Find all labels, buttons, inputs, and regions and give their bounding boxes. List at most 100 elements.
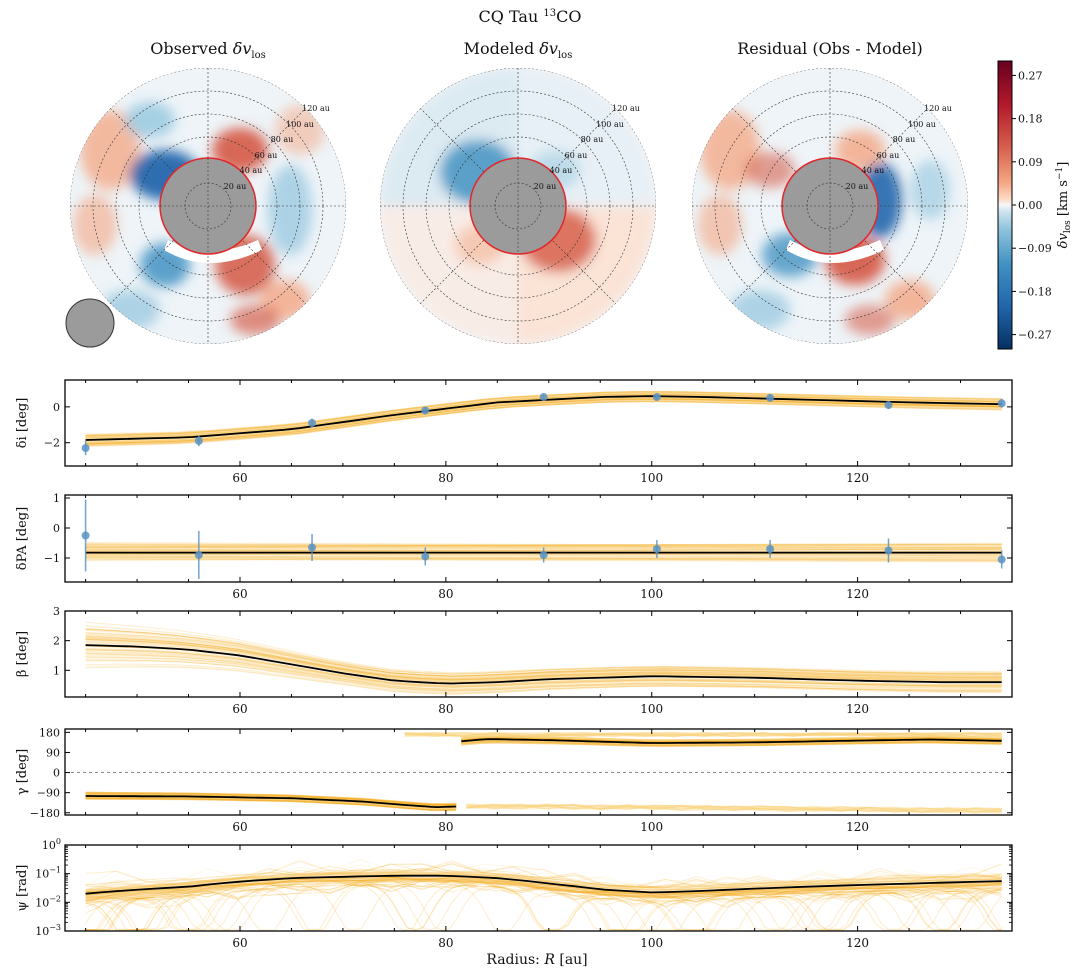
y-axis: 100 10−1 10−2 10−3 — [35, 837, 1012, 938]
posterior-sample-line — [85, 400, 1002, 447]
model-line — [85, 874, 1002, 895]
x-tick-label: 60 — [232, 702, 247, 716]
y-tick-label: 10−2 — [35, 894, 61, 909]
posterior-sample-line — [146, 887, 271, 931]
posterior-sample-line — [85, 866, 1002, 891]
posterior-sample-line — [404, 731, 1002, 738]
posterior-sample-line — [85, 791, 457, 806]
posterior-sample-line — [85, 637, 1002, 679]
posterior-sample-line — [85, 880, 1002, 908]
posterior-sample-line — [85, 877, 1002, 900]
posterior-sample-line — [85, 398, 1002, 444]
posterior-sample-line — [461, 736, 1002, 742]
posterior-sample-line — [85, 877, 1002, 903]
posterior-sample-line — [85, 656, 1002, 691]
posterior-sample-line — [461, 735, 1002, 742]
posterior-sample-line — [85, 637, 1002, 681]
posterior-sample-line — [85, 651, 1002, 688]
posterior-sample-line — [85, 639, 1002, 681]
posterior-sample-line — [85, 642, 1002, 682]
posterior-sample-line — [85, 793, 457, 805]
posterior-sample-line — [353, 884, 477, 931]
posterior-sample-line — [491, 885, 615, 931]
posterior-sample-line — [404, 732, 1002, 738]
x-tick-label: 100 — [640, 471, 663, 485]
posterior-sample-line — [85, 397, 1002, 443]
posterior-sample-line — [85, 397, 1002, 443]
posterior-sample-line — [829, 890, 953, 931]
posterior-sample-line — [461, 740, 1002, 746]
posterior-sample-line — [628, 896, 753, 931]
map-observed: 20 au 40 au 60 au 80 au 100 au 120 au — [65, 68, 346, 348]
x-tick-label: 60 — [232, 587, 247, 601]
posterior-sample-line — [661, 895, 786, 931]
posterior-sample-line — [466, 803, 1002, 814]
posterior-sample-line — [466, 804, 1002, 813]
posterior-sample-line — [85, 794, 457, 807]
posterior-sample-line — [753, 892, 878, 931]
data-point — [766, 393, 775, 402]
posterior-sample-line — [85, 792, 457, 806]
ring-label-60: 60 au — [565, 151, 588, 160]
posterior-sample-line — [85, 878, 1002, 907]
posterior-sample-line — [85, 869, 1002, 893]
posterior-sample-line — [404, 731, 1002, 737]
posterior-sample-line — [461, 741, 1002, 747]
posterior-sample-line — [85, 641, 1002, 683]
posterior-sample-line — [461, 735, 1002, 741]
plot-area — [81, 499, 1006, 579]
posterior-sample-line — [85, 647, 1002, 686]
posterior-sample-line — [466, 803, 1002, 814]
posterior-sample-line — [85, 879, 1002, 902]
posterior-sample-line — [85, 400, 1002, 445]
posterior-sample-line — [85, 797, 457, 810]
posterior-sample-line — [466, 803, 1002, 813]
posterior-sample-line — [466, 804, 1002, 813]
posterior-sample-line — [466, 803, 1002, 812]
posterior-sample-line — [85, 794, 457, 807]
posterior-sample-line — [85, 621, 1002, 675]
posterior-sample-line — [85, 872, 1002, 894]
posterior-sample-line — [85, 401, 1002, 446]
plot-frame — [64, 728, 1013, 816]
y-tick-label: 90 — [46, 746, 60, 759]
posterior-sample-line — [85, 397, 1002, 442]
posterior-sample-line — [343, 884, 468, 931]
y-tick-label: 0 — [53, 401, 60, 414]
posterior-sample-line — [466, 804, 1002, 814]
posterior-sample-line — [85, 798, 457, 809]
posterior-sample-line — [85, 546, 1002, 549]
posterior-sample-line — [85, 868, 1002, 892]
posterior-sample-line — [85, 863, 1002, 891]
posterior-sample-line — [85, 793, 457, 806]
beam-ellipse — [65, 298, 115, 348]
x-axis-label: Radius: R [au] — [486, 952, 587, 968]
x-tick-label: 60 — [232, 936, 247, 950]
posterior-sample-line — [85, 797, 457, 810]
x-tick-label: 80 — [438, 702, 453, 716]
posterior-sample-line — [461, 740, 1002, 746]
posterior-sample-line — [461, 735, 1002, 741]
posterior-sample-line — [886, 889, 1002, 931]
posterior-sample-line — [85, 879, 1002, 909]
posterior-sample-line — [169, 886, 294, 931]
x-tick-label: 100 — [640, 702, 663, 716]
posterior-sample-line — [85, 894, 191, 931]
posterior-sample-line — [85, 398, 1002, 444]
posterior-sample-line — [85, 400, 1002, 447]
posterior-sample-line — [578, 894, 703, 931]
posterior-sample-line — [85, 652, 1002, 689]
posterior-sample-line — [85, 879, 1002, 901]
posterior-sample-line — [85, 798, 457, 810]
data-point — [539, 551, 548, 559]
posterior-sample-line — [85, 397, 1002, 443]
posterior-sample-line — [85, 792, 457, 805]
posterior-sample-line — [381, 884, 505, 931]
chart-panel-2: 60 80 100 120 1 0 −1 δPA [deg] — [15, 492, 1013, 601]
posterior-sample-line — [85, 876, 1002, 897]
posterior-sample-line — [85, 793, 457, 806]
posterior-sample-line — [85, 643, 1002, 682]
posterior-sample-line — [404, 732, 1002, 738]
posterior-sample-line — [134, 888, 258, 931]
posterior-sample-line — [85, 636, 1002, 680]
